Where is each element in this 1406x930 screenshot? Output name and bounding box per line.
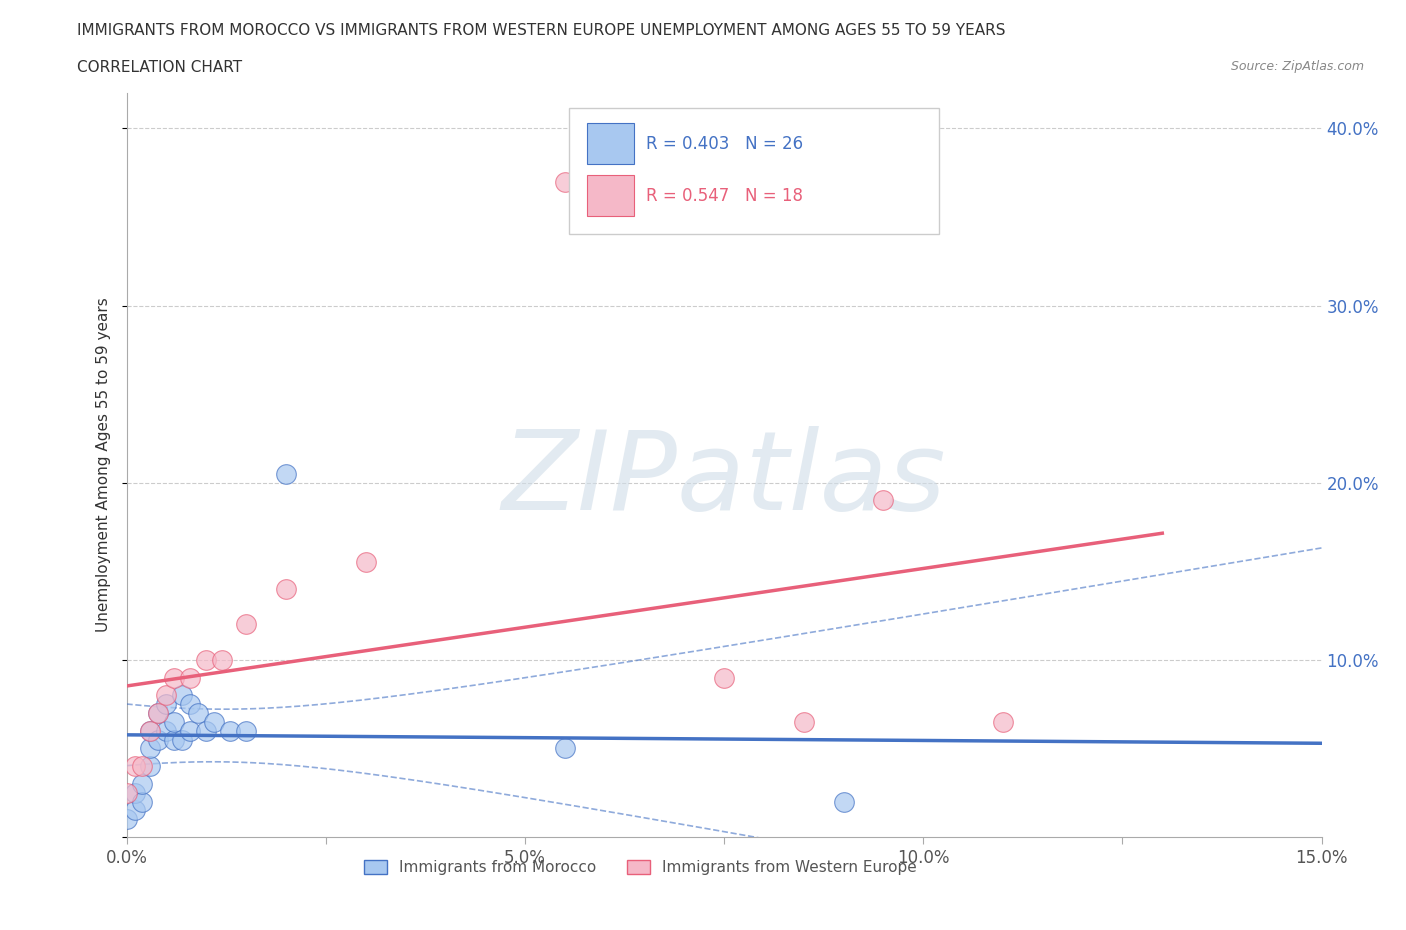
Point: [131, 777, 153, 791]
Text: R = 0.547   N = 18: R = 0.547 N = 18: [647, 187, 803, 205]
Point: [163, 714, 186, 729]
Point: [793, 714, 815, 729]
Point: [202, 714, 225, 729]
Legend: Immigrants from Morocco, Immigrants from Western Europe: Immigrants from Morocco, Immigrants from…: [359, 854, 922, 882]
Point: [211, 653, 233, 668]
Point: [554, 741, 576, 756]
Point: [179, 671, 201, 685]
Point: [148, 732, 170, 747]
Point: [139, 759, 162, 774]
Point: [554, 174, 576, 189]
Point: [991, 714, 1014, 729]
Y-axis label: Unemployment Among Ages 55 to 59 years: Unemployment Among Ages 55 to 59 years: [96, 298, 111, 632]
Point: [115, 785, 138, 800]
Bar: [586, 175, 634, 216]
Point: [163, 732, 186, 747]
Point: [131, 759, 153, 774]
Text: Source: ZipAtlas.com: Source: ZipAtlas.com: [1230, 60, 1364, 73]
Point: [124, 759, 146, 774]
Text: IMMIGRANTS FROM MOROCCO VS IMMIGRANTS FROM WESTERN EUROPE UNEMPLOYMENT AMONG AGE: IMMIGRANTS FROM MOROCCO VS IMMIGRANTS FR…: [77, 23, 1005, 38]
Point: [235, 724, 257, 738]
Point: [148, 706, 170, 721]
Point: [195, 724, 218, 738]
Text: CORRELATION CHART: CORRELATION CHART: [77, 60, 242, 75]
Point: [163, 671, 186, 685]
Point: [179, 724, 201, 738]
Text: R = 0.403   N = 26: R = 0.403 N = 26: [647, 135, 804, 153]
Point: [124, 803, 146, 817]
Point: [219, 724, 242, 738]
Point: [155, 697, 177, 711]
Point: [274, 581, 297, 596]
Point: [354, 555, 377, 570]
Point: [155, 688, 177, 703]
Point: [148, 706, 170, 721]
Point: [139, 724, 162, 738]
Point: [235, 617, 257, 631]
Point: [131, 794, 153, 809]
Point: [832, 794, 855, 809]
Point: [274, 467, 297, 482]
Point: [139, 724, 162, 738]
Point: [124, 785, 146, 800]
Point: [172, 732, 194, 747]
Point: [155, 724, 177, 738]
Point: [139, 741, 162, 756]
Point: [872, 493, 894, 508]
Point: [713, 671, 735, 685]
Point: [187, 706, 209, 721]
Point: [115, 812, 138, 827]
Point: [179, 697, 201, 711]
FancyBboxPatch shape: [568, 108, 939, 234]
Bar: [586, 123, 634, 164]
Text: ZIPatlas: ZIPatlas: [502, 426, 946, 534]
Point: [172, 688, 194, 703]
Point: [195, 653, 218, 668]
